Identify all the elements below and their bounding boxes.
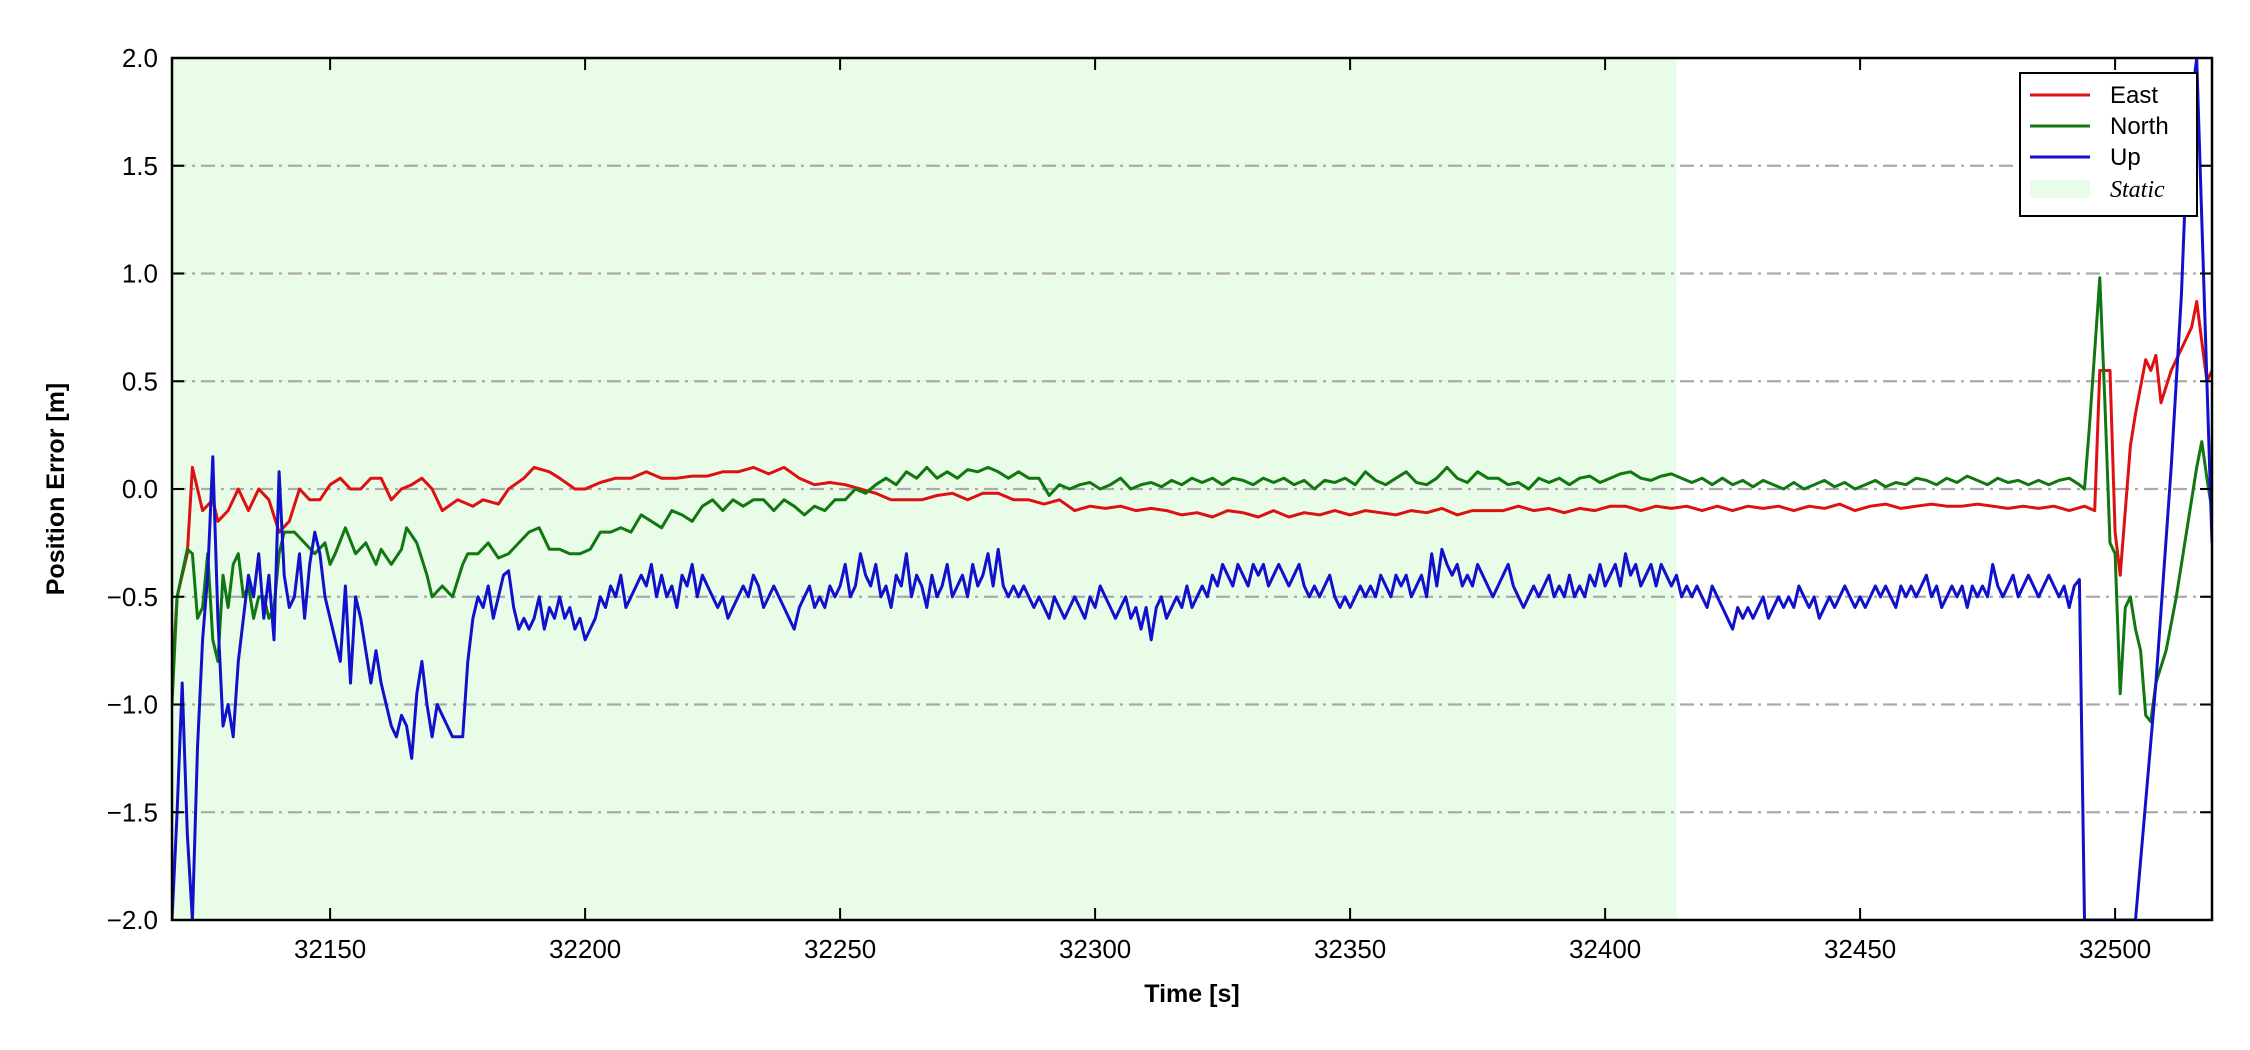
x-tick-label: 32300 [1059, 934, 1131, 964]
legend-label-up: Up [2110, 144, 2141, 171]
x-tick-label: 32500 [2079, 934, 2151, 964]
y-tick-label: 0.5 [122, 366, 158, 396]
y-tick-label: −1.5 [107, 797, 158, 827]
x-tick-label: 32250 [804, 934, 876, 964]
x-tick-label: 32350 [1314, 934, 1386, 964]
x-tick-label: 32450 [1824, 934, 1896, 964]
series-layer [172, 58, 2212, 920]
series-line-up [172, 58, 2212, 920]
axis-ticks: 32150 32200 32250 32300 32350 32400 32450 32500… [107, 43, 2212, 964]
y-tick-label: −2.0 [107, 905, 158, 935]
y-tick-label: 1.0 [122, 259, 158, 289]
y-tick-label: 2.0 [122, 43, 158, 73]
y-tick-label: 0.0 [122, 474, 158, 504]
y-axis-label: Position Error [m] [42, 383, 70, 596]
legend: East North Up Static [2019, 72, 2198, 217]
x-tick-label: 32200 [549, 934, 621, 964]
x-tick-label: 32150 [294, 934, 366, 964]
legend-label-static: Static [2110, 177, 2165, 203]
y-tick-label: −0.5 [107, 582, 158, 612]
y-tick-label: 1.5 [122, 151, 158, 181]
y-tick-label: −1.0 [107, 690, 158, 720]
legend-label-north: North [2110, 113, 2169, 140]
x-axis-label: Time [s] [1144, 980, 1239, 1008]
legend-label-east: East [2110, 82, 2158, 109]
x-tick-label: 32400 [1569, 934, 1641, 964]
legend-swatch-static [2030, 180, 2090, 198]
series-line-north [172, 276, 2212, 724]
series-line-east [172, 300, 2212, 684]
